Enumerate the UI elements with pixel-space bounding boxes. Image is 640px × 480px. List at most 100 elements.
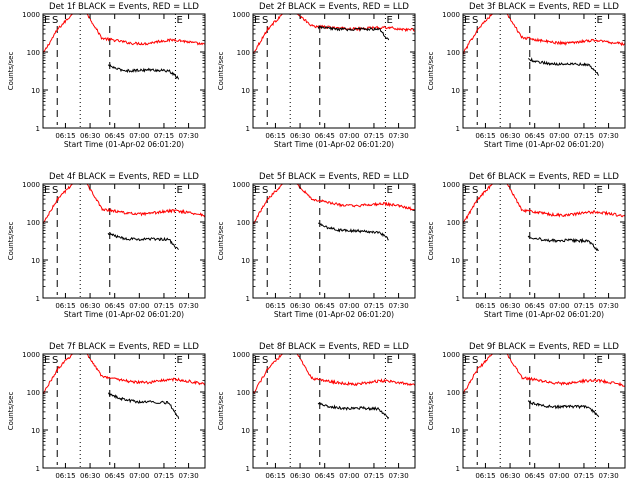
x-tick-label: 07:15 — [574, 302, 594, 310]
chart-title: Det 1f BLACK = Events, RED = LLD — [49, 2, 199, 12]
y-tick-label: 1000 — [22, 351, 40, 359]
x-tick-label: 06:30 — [500, 472, 520, 480]
x-tick-label: 06:15 — [475, 302, 495, 310]
y-tick-label: 1000 — [22, 11, 40, 19]
chart-panel: Det 5f BLACK = Events, RED = LLD Counts/s… — [217, 172, 416, 319]
plot-area — [463, 14, 625, 128]
plot-area — [463, 354, 625, 468]
x-tick-label: 07:30 — [178, 132, 198, 140]
events-series-line — [107, 63, 180, 80]
x-tick-label: 06:30 — [80, 132, 100, 140]
y-axis-label: Counts/sec — [7, 392, 15, 431]
chart-panel: Det 4f BLACK = Events, RED = LLD Counts/s… — [7, 172, 206, 319]
events-series-line — [318, 222, 389, 241]
event-annotation: E — [464, 185, 470, 196]
x-tick-label: 06:30 — [500, 132, 520, 140]
y-tick-label: 100 — [237, 49, 250, 57]
y-tick-label: 1 — [246, 465, 250, 473]
event-annotation: E — [44, 185, 50, 196]
y-tick-label: 100 — [27, 49, 40, 57]
x-tick-label: 06:45 — [315, 132, 335, 140]
event-annotation: S — [52, 185, 58, 196]
y-tick-label: 100 — [447, 389, 460, 397]
y-axis-label: Counts/sec — [427, 52, 435, 91]
y-tick-label: 100 — [447, 49, 460, 57]
y-tick-label: 10 — [451, 427, 460, 435]
y-tick-label: 1 — [36, 125, 40, 133]
x-tick-label: 07:00 — [129, 132, 149, 140]
y-tick-label: 1000 — [232, 351, 250, 359]
plot-frame — [42, 183, 206, 299]
y-tick-label: 100 — [27, 219, 40, 227]
chart-panel: Det 3f BLACK = Events, RED = LLD Counts/s… — [427, 2, 626, 149]
x-tick-label: 06:45 — [105, 302, 125, 310]
x-tick-label: 07:30 — [178, 472, 198, 480]
y-tick-label: 1 — [36, 295, 40, 303]
y-tick-label: 1 — [246, 125, 250, 133]
y-axis-label: Counts/sec — [7, 222, 15, 261]
x-tick-label: 06:45 — [105, 472, 125, 480]
y-tick-label: 1000 — [232, 181, 250, 189]
y-tick-label: 1000 — [22, 181, 40, 189]
lld-series-line — [463, 14, 625, 55]
x-tick-label: 07:15 — [574, 132, 594, 140]
events-series-line — [527, 235, 599, 252]
plot-frame — [462, 13, 626, 129]
plot-frame — [42, 353, 206, 469]
chart-panel: Det 1f BLACK = Events, RED = LLD Counts/s… — [7, 2, 206, 149]
event-annotation: E — [596, 185, 602, 196]
lld-series-line — [253, 354, 415, 394]
x-tick-label: 06:15 — [265, 132, 285, 140]
x-tick-label: 07:30 — [178, 302, 198, 310]
event-annotation: E — [44, 15, 50, 26]
x-tick-label: 07:00 — [339, 472, 359, 480]
y-tick-label: 10 — [451, 87, 460, 95]
x-tick-label: 07:00 — [549, 302, 569, 310]
event-annotation: E — [464, 355, 470, 366]
event-annotation: E — [176, 15, 182, 26]
event-annotation: E — [176, 355, 182, 366]
y-tick-label: 10 — [31, 257, 40, 265]
x-tick-label: 06:30 — [290, 132, 310, 140]
x-tick-label: 07:00 — [129, 302, 149, 310]
y-tick-label: 1000 — [442, 351, 460, 359]
x-tick-label: 06:45 — [105, 132, 125, 140]
lld-series-line — [43, 354, 205, 394]
chart-title: Det 7f BLACK = Events, RED = LLD — [49, 342, 199, 352]
events-series-line — [527, 399, 600, 418]
chart-title: Det 8f BLACK = Events, RED = LLD — [259, 342, 409, 352]
y-tick-label: 100 — [237, 389, 250, 397]
x-tick-label: 06:15 — [55, 472, 75, 480]
y-tick-label: 1 — [456, 295, 460, 303]
x-axis-label: Start Time (01-Apr-02 06:01:20) — [64, 310, 184, 319]
event-annotation: E — [386, 185, 392, 196]
x-tick-label: 06:45 — [525, 302, 545, 310]
plot-frame — [462, 353, 626, 469]
y-tick-label: 1 — [456, 125, 460, 133]
x-axis-label: Start Time (01-Apr-02 06:01:20) — [484, 310, 604, 319]
event-annotation: S — [472, 15, 478, 26]
plot-frame — [42, 13, 206, 129]
x-tick-label: 07:30 — [598, 132, 618, 140]
x-tick-label: 06:15 — [475, 472, 495, 480]
x-tick-label: 06:30 — [80, 472, 100, 480]
plot-area — [463, 184, 625, 298]
x-tick-label: 06:30 — [80, 302, 100, 310]
y-tick-label: 1 — [456, 465, 460, 473]
chart-panel: Det 2f BLACK = Events, RED = LLD Counts/s… — [217, 2, 416, 149]
x-tick-label: 07:15 — [154, 302, 174, 310]
lld-series-line — [253, 14, 415, 54]
event-annotation: S — [262, 15, 268, 26]
y-axis-label: Counts/sec — [427, 222, 435, 261]
y-tick-label: 1000 — [442, 181, 460, 189]
x-tick-label: 07:15 — [154, 132, 174, 140]
x-tick-label: 06:15 — [265, 302, 285, 310]
x-tick-label: 07:30 — [388, 132, 408, 140]
chart-panel: Det 8f BLACK = Events, RED = LLD Counts/s… — [217, 342, 416, 480]
chart-panel: Det 6f BLACK = Events, RED = LLD Counts/s… — [427, 172, 626, 319]
plot-area — [253, 14, 415, 128]
y-axis-label: Counts/sec — [217, 222, 225, 261]
y-tick-label: 10 — [241, 257, 250, 265]
x-axis-label: Start Time (01-Apr-02 06:01:20) — [484, 140, 604, 149]
